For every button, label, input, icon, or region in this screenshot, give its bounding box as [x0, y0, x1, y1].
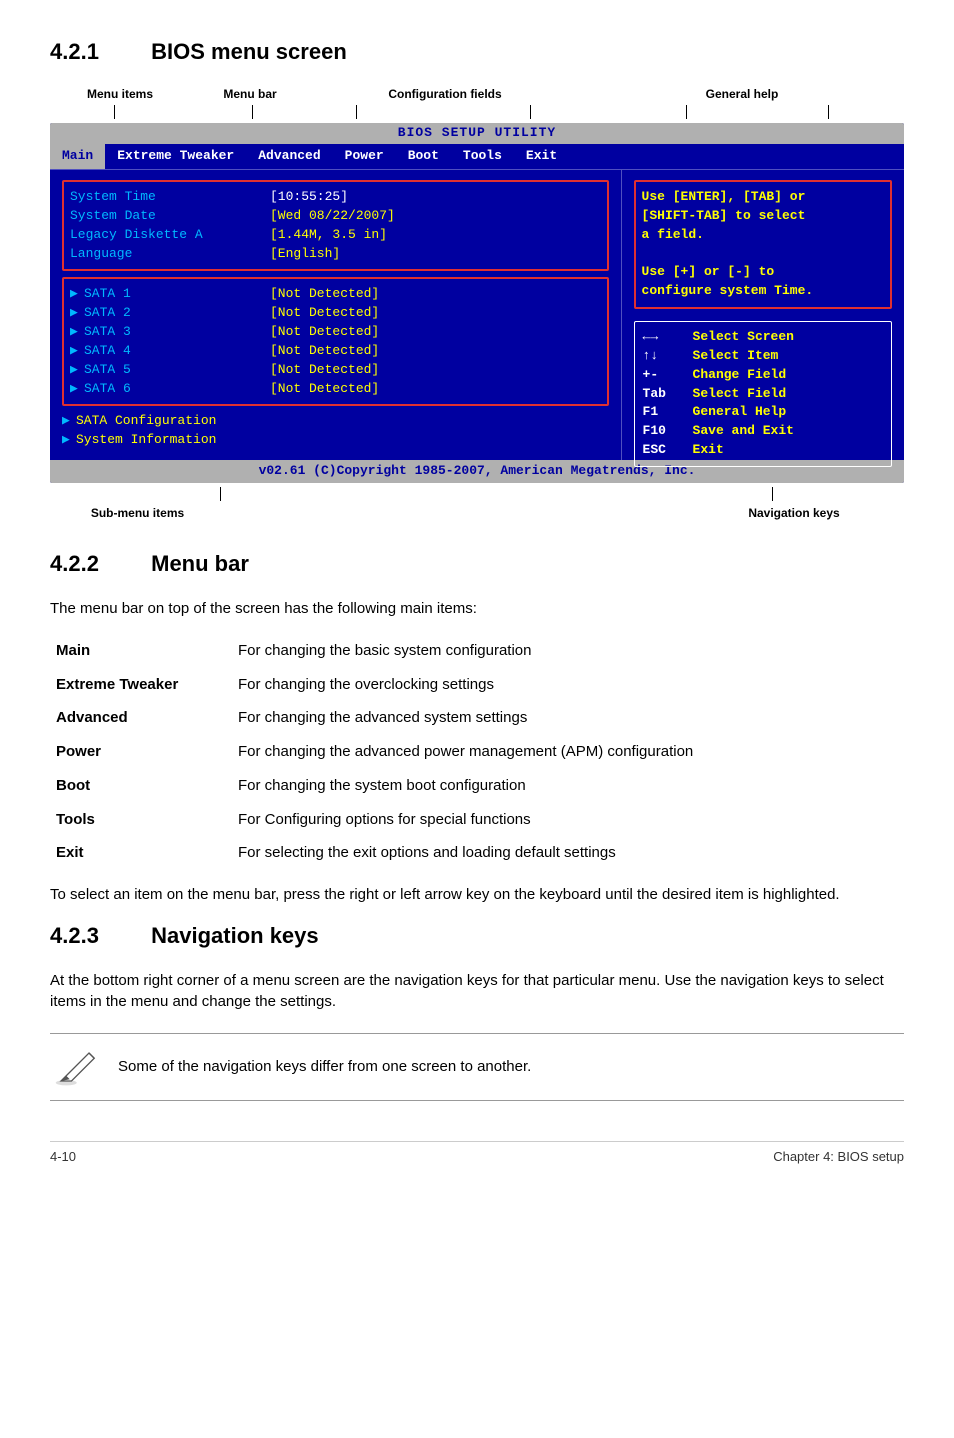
footer-right: Chapter 4: BIOS setup — [773, 1148, 904, 1167]
bios-tab[interactable]: Boot — [396, 144, 451, 169]
bios-left-pane: System Time[10:55:25]System Date[Wed 08/… — [50, 170, 621, 460]
page-footer: 4-10 Chapter 4: BIOS setup — [50, 1141, 904, 1167]
bios-tab[interactable]: Advanced — [246, 144, 332, 169]
bios-menubar: MainExtreme TweakerAdvancedPowerBootTool… — [50, 144, 904, 170]
p-423: At the bottom right corner of a menu scr… — [50, 970, 904, 1014]
label-navigation-keys: Navigation keys — [684, 505, 904, 522]
table-row: PowerFor changing the advanced power man… — [50, 735, 904, 769]
bios-field-row[interactable]: System Date[Wed 08/22/2007] — [70, 207, 601, 226]
bios-submenu-row[interactable]: ▶SATA Configuration — [62, 412, 609, 431]
bios-help-line: [SHIFT-TAB] to select — [642, 207, 884, 226]
table-row: ExitFor selecting the exit options and l… — [50, 836, 904, 870]
pencil-icon — [54, 1046, 96, 1088]
top-tick-row — [50, 105, 904, 123]
bios-right-pane: Use [ENTER], [TAB] or[SHIFT-TAB] to sele… — [621, 170, 904, 460]
heading-421: 4.2.1 BIOS menu screen — [50, 36, 904, 68]
heading-422-title: Menu bar — [151, 551, 249, 576]
bios-tab[interactable]: Main — [50, 144, 105, 169]
bios-title: BIOS SETUP UTILITY — [50, 123, 904, 144]
menubar-defs-table: MainFor changing the basic system config… — [50, 634, 904, 870]
bios-sata-row[interactable]: ▶SATA 6[Not Detected] — [70, 380, 601, 399]
heading-423-title: Navigation keys — [151, 923, 319, 948]
bios-sata-row[interactable]: ▶SATA 5[Not Detected] — [70, 361, 601, 380]
bios-help-line — [642, 245, 884, 264]
bios-tab[interactable]: Extreme Tweaker — [105, 144, 246, 169]
bios-tab[interactable]: Power — [333, 144, 396, 169]
bios-sata-group: ▶SATA 1[Not Detected]▶SATA 2[Not Detecte… — [62, 277, 609, 406]
note-block: Some of the navigation keys differ from … — [50, 1033, 904, 1101]
bios-navkey-row: F10Save and Exit — [643, 422, 883, 441]
heading-422-num: 4.2.2 — [50, 548, 145, 580]
bios-navkey-row: ESCExit — [643, 441, 883, 460]
label-menu-items: Menu items — [50, 86, 190, 103]
bios-field-row[interactable]: Language[English] — [70, 245, 601, 264]
bios-navkey-row: ←→Select Screen — [643, 328, 883, 347]
bios-field-help: Use [ENTER], [TAB] or[SHIFT-TAB] to sele… — [642, 188, 884, 301]
label-submenu-items: Sub-menu items — [50, 505, 225, 522]
bios-sata-row[interactable]: ▶SATA 4[Not Detected] — [70, 342, 601, 361]
bios-top-group: System Time[10:55:25]System Date[Wed 08/… — [62, 180, 609, 271]
p-422-intro: The menu bar on top of the screen has th… — [50, 598, 904, 620]
bios-navkey-row: F1General Help — [643, 403, 883, 422]
bios-navkey-row: TabSelect Field — [643, 385, 883, 404]
p-422-outro: To select an item on the menu bar, press… — [50, 884, 904, 906]
bios-navkey-row: +-Change Field — [643, 366, 883, 385]
bios-sata-row[interactable]: ▶SATA 1[Not Detected] — [70, 285, 601, 304]
bios-help-line: a field. — [642, 226, 884, 245]
bios-help-line: Use [+] or [-] to — [642, 263, 884, 282]
table-row: ToolsFor Configuring options for special… — [50, 803, 904, 837]
heading-422: 4.2.2 Menu bar — [50, 548, 904, 580]
heading-423-num: 4.2.3 — [50, 920, 145, 952]
bios-help-line: Use [ENTER], [TAB] or — [642, 188, 884, 207]
bios-tab[interactable]: Exit — [514, 144, 569, 169]
bios-bottom-group: ▶SATA Configuration▶System Information — [62, 412, 609, 450]
bios-help-line: configure system Time. — [642, 282, 884, 301]
footer-left: 4-10 — [50, 1148, 76, 1167]
note-text: Some of the navigation keys differ from … — [118, 1056, 531, 1078]
under-tick-row — [50, 483, 904, 501]
heading-421-num: 4.2.1 — [50, 36, 145, 68]
bios-sata-row[interactable]: ▶SATA 2[Not Detected] — [70, 304, 601, 323]
heading-423: 4.2.3 Navigation keys — [50, 920, 904, 952]
bios-screen: BIOS SETUP UTILITY MainExtreme TweakerAd… — [50, 123, 904, 483]
table-row: AdvancedFor changing the advanced system… — [50, 701, 904, 735]
bios-submenu-row[interactable]: ▶System Information — [62, 431, 609, 450]
bios-navkey-row: ↑↓Select Item — [643, 347, 883, 366]
heading-421-title: BIOS menu screen — [151, 39, 347, 64]
bios-nav-box: ←→Select Screen↑↓Select Item+-Change Fie… — [634, 321, 892, 467]
top-labels: Menu items Menu bar Configuration fields… — [50, 86, 904, 103]
bios-field-row[interactable]: Legacy Diskette A[1.44M, 3.5 in] — [70, 226, 601, 245]
under-labels: Sub-menu items Navigation keys — [50, 505, 904, 522]
table-row: BootFor changing the system boot configu… — [50, 769, 904, 803]
label-config-fields: Configuration fields — [310, 86, 580, 103]
label-general-help: General help — [580, 86, 904, 103]
label-menu-bar: Menu bar — [190, 86, 310, 103]
table-row: Extreme TweakerFor changing the overcloc… — [50, 668, 904, 702]
table-row: MainFor changing the basic system config… — [50, 634, 904, 668]
bios-field-row[interactable]: System Time[10:55:25] — [70, 188, 601, 207]
bios-tab[interactable]: Tools — [451, 144, 514, 169]
bios-body: System Time[10:55:25]System Date[Wed 08/… — [50, 170, 904, 460]
bios-sata-row[interactable]: ▶SATA 3[Not Detected] — [70, 323, 601, 342]
